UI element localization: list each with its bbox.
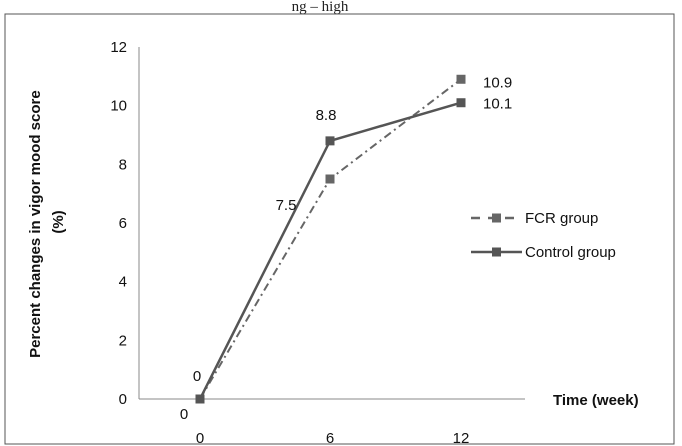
legend-item: FCR group — [471, 210, 598, 227]
legend-marker — [492, 247, 501, 257]
y-tick-label: 12 — [110, 39, 127, 56]
x-axis-ticks: 0 6 12 — [196, 430, 470, 446]
data-label: 7.5 — [276, 197, 297, 214]
y-tick-label: 2 — [119, 332, 127, 349]
series-fcr-group — [195, 74, 466, 404]
legend-marker — [492, 213, 501, 223]
x-axis-title: Time (week) — [553, 392, 639, 409]
series-marker — [195, 394, 205, 404]
axes — [138, 47, 525, 400]
data-label: 10.1 — [483, 96, 512, 113]
series-line — [199, 78, 462, 400]
legend-label: Control group — [525, 244, 616, 261]
data-label: 0 — [180, 406, 188, 423]
legend-label: FCR group — [525, 210, 598, 227]
data-labels: 0 7.5 10.9 0 8.8 10.1 — [180, 74, 512, 423]
series-line — [198, 101, 462, 400]
data-label: 10.9 — [483, 74, 512, 91]
x-tick-label: 0 — [196, 430, 204, 446]
chart-frame — [4, 13, 675, 445]
y-tick-label: 6 — [119, 215, 127, 232]
data-label: 8.8 — [316, 107, 337, 124]
x-tick-label: 6 — [326, 430, 334, 446]
y-tick-label: 0 — [119, 391, 127, 408]
y-axis-title-line-1: Percent changes in vigor mood score — [27, 90, 44, 358]
series-layer — [195, 74, 466, 404]
x-tick-label: 12 — [453, 430, 470, 446]
y-axis-title: Percent changes in vigor mood score (%) — [27, 86, 67, 358]
y-axis-title-line-2: (%) — [50, 210, 67, 233]
legend: FCR group Control group — [471, 210, 616, 261]
legend-item: Control group — [471, 244, 616, 261]
y-tick-label: 4 — [119, 274, 127, 291]
series-marker — [456, 74, 466, 84]
top-caption: ng – high — [292, 0, 349, 15]
series-marker — [325, 136, 335, 146]
y-tick-label: 8 — [119, 156, 127, 173]
y-axis-ticks: 0 2 4 6 8 10 12 — [110, 39, 127, 408]
series-marker — [456, 98, 466, 108]
y-tick-label: 10 — [110, 98, 127, 115]
data-label: 0 — [193, 368, 201, 385]
series-marker — [325, 174, 335, 184]
series-control-group — [195, 98, 466, 404]
